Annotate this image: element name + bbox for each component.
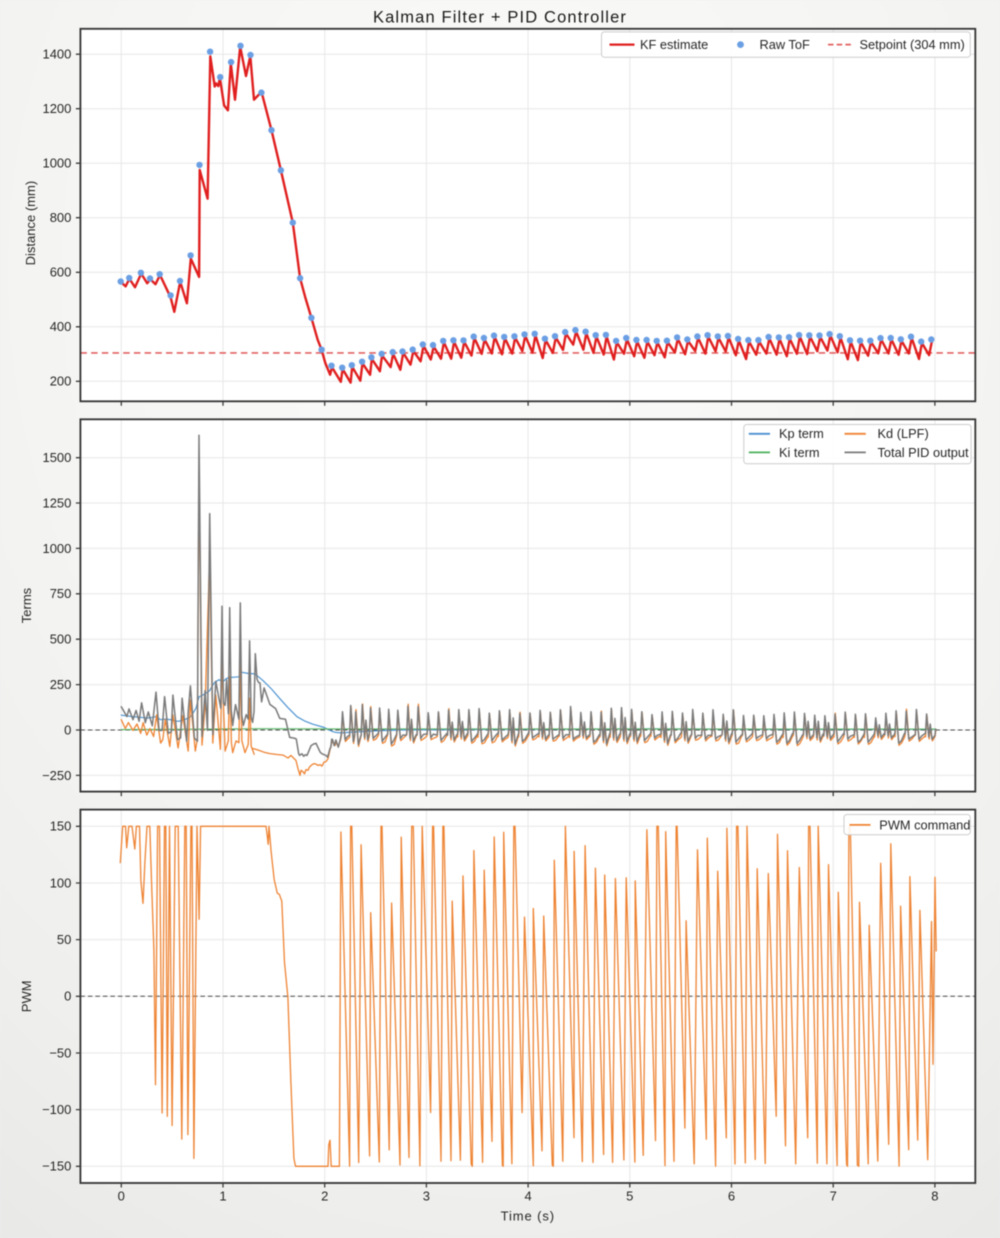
- svg-text:Time (s): Time (s): [501, 1209, 555, 1224]
- svg-text:Kd (LPF): Kd (LPF): [878, 426, 929, 441]
- svg-text:−250: −250: [42, 768, 71, 783]
- svg-text:Kalman Filter + PID Controller: Kalman Filter + PID Controller: [373, 9, 627, 27]
- svg-text:800: 800: [50, 210, 72, 225]
- svg-text:0: 0: [64, 989, 71, 1004]
- svg-text:4: 4: [524, 1189, 531, 1204]
- svg-text:0: 0: [118, 1189, 125, 1204]
- svg-text:1250: 1250: [42, 495, 71, 510]
- svg-text:150: 150: [50, 819, 72, 834]
- svg-text:0: 0: [64, 722, 71, 737]
- svg-text:1500: 1500: [42, 450, 71, 465]
- svg-text:7: 7: [830, 1189, 837, 1204]
- svg-text:1000: 1000: [42, 156, 71, 171]
- svg-text:200: 200: [50, 374, 72, 389]
- svg-text:Setpoint (304 mm): Setpoint (304 mm): [860, 37, 965, 52]
- svg-text:500: 500: [50, 632, 72, 647]
- svg-text:−50: −50: [49, 1045, 71, 1060]
- svg-text:PWM: PWM: [19, 980, 34, 1012]
- svg-text:50: 50: [57, 932, 71, 947]
- svg-text:5: 5: [626, 1189, 633, 1204]
- svg-text:1200: 1200: [42, 101, 71, 116]
- svg-text:400: 400: [50, 319, 72, 334]
- svg-text:2: 2: [321, 1189, 328, 1204]
- svg-text:Raw ToF: Raw ToF: [760, 37, 810, 52]
- svg-text:1: 1: [219, 1189, 226, 1204]
- svg-text:3: 3: [423, 1189, 430, 1204]
- svg-text:Ki term: Ki term: [779, 445, 820, 460]
- svg-text:−100: −100: [42, 1102, 71, 1117]
- svg-text:Distance (mm): Distance (mm): [23, 181, 38, 266]
- svg-text:600: 600: [50, 265, 72, 280]
- svg-text:8: 8: [931, 1189, 938, 1204]
- svg-text:PWM command: PWM command: [879, 817, 970, 832]
- svg-text:750: 750: [50, 586, 72, 601]
- svg-text:1000: 1000: [42, 541, 71, 556]
- svg-text:Total PID output: Total PID output: [878, 445, 969, 460]
- svg-text:250: 250: [50, 677, 72, 692]
- svg-text:100: 100: [50, 875, 72, 890]
- svg-text:6: 6: [728, 1189, 735, 1204]
- svg-text:Kp term: Kp term: [779, 426, 824, 441]
- svg-text:Terms: Terms: [19, 587, 34, 623]
- svg-text:KF estimate: KF estimate: [640, 37, 708, 52]
- svg-text:−150: −150: [42, 1159, 71, 1174]
- svg-text:1400: 1400: [42, 47, 71, 62]
